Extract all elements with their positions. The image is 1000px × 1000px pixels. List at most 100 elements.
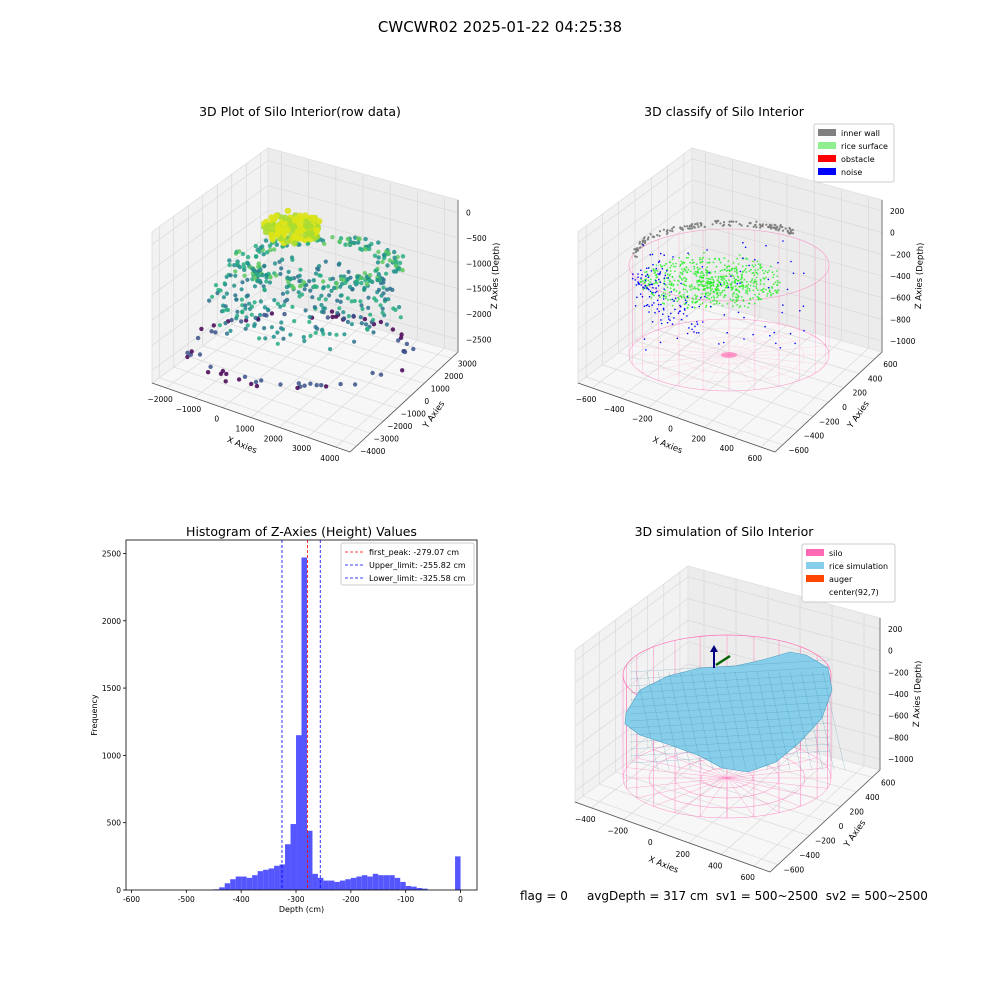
raw-point — [338, 284, 343, 289]
rice-surface-point — [718, 257, 721, 260]
raw-data-3d-plot: −2000−100001000200030004000−4000−3000−20… — [147, 104, 502, 463]
noise-point — [677, 312, 680, 315]
rice-surface-point — [691, 285, 693, 288]
rice-surface-point — [768, 290, 771, 293]
raw-point — [383, 297, 388, 302]
raw-point — [312, 305, 317, 310]
rice-surface-point — [740, 276, 743, 279]
rice-surface-point — [766, 292, 769, 295]
raw-point — [209, 329, 214, 334]
z-gridline — [687, 598, 881, 651]
rice-surface-point — [713, 296, 716, 299]
rice-surface-point — [706, 261, 709, 264]
rice-surface-point — [668, 274, 671, 277]
raw-point — [224, 291, 229, 296]
rice-surface-point — [709, 301, 712, 304]
rice-surface-point — [719, 261, 722, 264]
rice-surface-point — [776, 275, 779, 278]
y-tick-label: 2000 — [102, 617, 121, 626]
noise-point — [768, 286, 770, 289]
raw-point — [275, 301, 280, 306]
rice-surface-point — [727, 260, 730, 262]
raw-point — [347, 284, 353, 290]
rice-surface-point — [740, 281, 743, 284]
rice-surface-point — [735, 288, 738, 290]
rice-surface-point — [678, 298, 680, 301]
raw-point — [366, 305, 371, 310]
raw-point — [289, 255, 295, 260]
y-tick-label: 1500 — [102, 684, 121, 693]
rice-surface-point — [645, 270, 648, 273]
rice-surface-point — [734, 301, 736, 304]
rice-surface-point — [680, 295, 683, 298]
x-axis-label: X Axies — [651, 435, 684, 456]
noise-point — [686, 315, 688, 317]
chart-title: 3D Plot of Silo Interior(row data) — [199, 104, 401, 119]
rice-surface-point — [725, 275, 728, 278]
noise-point — [651, 253, 654, 256]
raw-point — [386, 251, 391, 256]
simulation-3d-plot: −400−2000200400600−600−400−2000200400600… — [573, 524, 924, 882]
rice-surface-point — [664, 289, 666, 292]
histogram-bar — [339, 880, 346, 890]
noise-point — [794, 342, 796, 345]
y-gridline — [602, 364, 799, 431]
rice-surface-point — [724, 286, 727, 289]
z-gridline — [151, 160, 269, 245]
noise-point — [679, 304, 681, 307]
noise-point — [781, 311, 783, 314]
noise-point — [651, 283, 654, 286]
histogram-bar — [268, 868, 275, 890]
noise-point — [773, 331, 776, 334]
inner-wall-point — [703, 225, 706, 228]
rice-surface-point — [758, 293, 760, 295]
rice-surface-point — [706, 282, 709, 285]
raw-point — [268, 275, 273, 280]
y-tick-label: 0 — [424, 397, 429, 406]
rice-surface-point — [682, 261, 684, 264]
raw-point — [376, 249, 381, 255]
rice-surface-point — [715, 286, 718, 288]
rice-surface-point — [692, 299, 695, 301]
rice-surface-point — [682, 288, 685, 291]
raw-point — [249, 312, 254, 317]
inner-wall-point — [662, 228, 666, 231]
rice-surface-point — [704, 294, 707, 296]
rice-surface-point — [742, 300, 745, 302]
raw-point — [225, 308, 231, 313]
raw-point — [262, 326, 267, 331]
noise-point — [645, 267, 648, 270]
noise-point — [670, 291, 673, 293]
x-axis-label: Depth (cm) — [279, 905, 324, 914]
rice-surface-point — [713, 291, 716, 294]
histogram-bar — [296, 735, 302, 890]
rice-surface-point — [755, 283, 758, 286]
rice-surface-point — [705, 304, 708, 307]
rice-surface-point — [671, 275, 674, 278]
raw-point — [387, 258, 393, 263]
rice-surface-point — [746, 280, 748, 283]
raw-point — [364, 326, 370, 331]
noise-point — [664, 274, 667, 277]
raw-point — [352, 240, 357, 246]
noise-point — [638, 283, 641, 285]
histogram-bar — [274, 865, 280, 890]
noise-point — [701, 321, 704, 323]
z-tick-label: 200 — [888, 625, 903, 634]
noise-point — [667, 277, 670, 279]
silo-wireframe — [626, 777, 728, 789]
raw-point — [291, 233, 298, 240]
raw-point — [199, 326, 204, 332]
rice-surface-point — [750, 268, 752, 271]
rice-surface-point — [678, 256, 681, 259]
raw-point — [211, 323, 216, 328]
raw-point — [341, 310, 346, 315]
inner-wall-point — [679, 227, 683, 230]
rice-surface-point — [642, 288, 645, 291]
rice-surface-point — [736, 304, 739, 306]
rice-surface-point — [707, 294, 710, 297]
rice-surface-point — [655, 269, 657, 272]
x-tick-label: 600 — [741, 873, 756, 882]
rice-surface-point — [702, 285, 704, 287]
rice-surface-point — [713, 280, 715, 283]
